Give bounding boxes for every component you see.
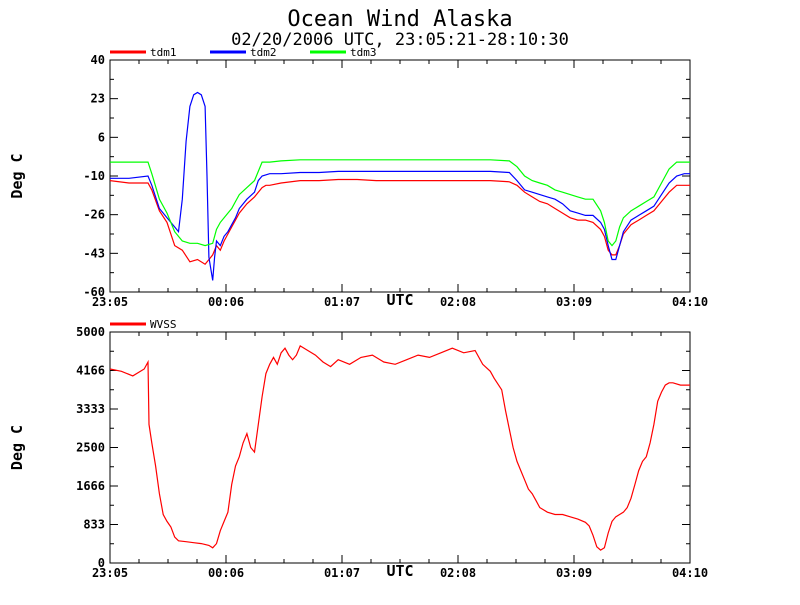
- x-tick-label: 00:06: [208, 566, 244, 580]
- x-tick-label: 02:08: [440, 566, 476, 580]
- y-tick-label: -60: [83, 285, 105, 299]
- plot-frame: [109, 59, 691, 293]
- chart-subtitle: 02/20/2006 UTC, 23:05:21-28:10:30: [231, 30, 569, 50]
- plot-frame: [109, 331, 691, 564]
- x-tick-label: 04:10: [672, 295, 708, 309]
- chart-title: Ocean Wind Alaska: [287, 7, 512, 32]
- y-tick-label: -43: [83, 246, 105, 260]
- y-tick-label: 1666: [76, 479, 105, 493]
- y-tick-label: 23: [91, 92, 105, 106]
- series-line-tdm2: [110, 91, 690, 281]
- y-tick-label: 4166: [76, 364, 105, 378]
- x-tick-label: 01:07: [324, 566, 360, 580]
- x-tick-label: 04:10: [672, 566, 708, 580]
- y-tick-label: -10: [83, 169, 105, 183]
- y-axis-label: Deg C: [8, 425, 26, 470]
- x-axis-label: UTC: [386, 291, 413, 309]
- x-tick-label: 03:09: [556, 295, 592, 309]
- y-tick-label: 6: [98, 130, 105, 144]
- x-tick-label: 23:05: [92, 295, 128, 309]
- legend-label-tdm2: tdm2: [250, 46, 277, 59]
- x-tick-label: 03:09: [556, 566, 592, 580]
- series-line-wvss: [110, 345, 690, 551]
- series-line-tdm3: [110, 159, 690, 247]
- legend-label-tdm3: tdm3: [350, 46, 377, 59]
- x-tick-label: 00:06: [208, 295, 244, 309]
- y-tick-label: 2500: [76, 441, 105, 455]
- plot-2: 23:05 00:06 01:07 02:08 03:09 04:10 5000 4166 33…: [8, 318, 708, 580]
- legend-label-tdm1: tdm1: [150, 46, 177, 59]
- y-tick-label: -26: [83, 208, 105, 222]
- x-tick-label: 01:07: [324, 295, 360, 309]
- y-axis-label: Deg C: [8, 153, 26, 198]
- plots-group: 23:05 00:06 01:07 02:08 03:09 04:10 40 23 6 -10 -2…: [8, 46, 708, 580]
- y-tick-label: 0: [98, 556, 105, 570]
- x-tick-label: 02:08: [440, 295, 476, 309]
- series-line-tdm1: [110, 178, 690, 265]
- x-axis-label: UTC: [386, 562, 413, 580]
- legend-label-wvss: WVSS: [150, 318, 177, 331]
- plot-1: 23:05 00:06 01:07 02:08 03:09 04:10 40 23 6 -10 -2…: [8, 46, 708, 309]
- x-tick-label: 23:05: [92, 566, 128, 580]
- y-tick-label: 3333: [76, 402, 105, 416]
- y-tick-label: 40: [91, 53, 105, 67]
- y-tick-label: 833: [83, 518, 105, 532]
- y-tick-label: 5000: [76, 325, 105, 339]
